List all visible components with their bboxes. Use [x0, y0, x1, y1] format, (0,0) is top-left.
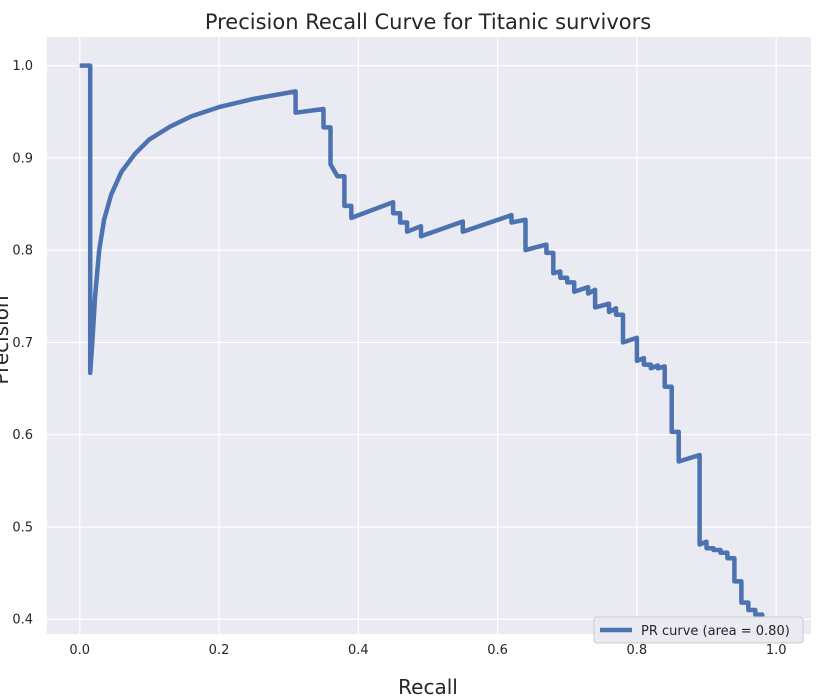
- y-tick-label: 0.7: [12, 336, 33, 351]
- y-tick-label: 0.6: [12, 428, 33, 443]
- x-tick-label: 0.2: [209, 643, 230, 658]
- legend-box: [593, 616, 804, 644]
- x-tick-label: 0.4: [348, 643, 369, 658]
- chart-title: Precision Recall Curve for Titanic survi…: [205, 10, 651, 34]
- y-axis: 0.4 0.5 0.6 0.7 0.8 0.9 1.0: [12, 59, 33, 628]
- x-tick-label: 0.8: [627, 643, 648, 658]
- plot-background: [47, 37, 811, 634]
- y-tick-label: 0.9: [12, 151, 33, 166]
- y-tick-label: 0.8: [12, 244, 33, 259]
- x-tick-label: 0.0: [69, 643, 90, 658]
- x-tick-label: 0.6: [487, 643, 508, 658]
- legend-label: PR curve (area = 0.80): [641, 624, 790, 639]
- x-axis-label: Recall: [398, 675, 458, 696]
- grid-layer: [47, 37, 811, 634]
- x-tick-label: 1.0: [766, 643, 787, 658]
- y-tick-label: 0.4: [12, 613, 33, 628]
- series-line: [79, 63, 777, 623]
- y-tick-label: 1.0: [12, 59, 33, 74]
- series-layer: [79, 63, 777, 623]
- x-axis: 0.0 0.2 0.4 0.6 0.8 1.0: [69, 643, 786, 658]
- y-tick-label: 0.5: [12, 520, 33, 535]
- legend: PR curve (area = 0.80): [593, 616, 804, 644]
- y-axis-label: Precision: [0, 295, 13, 384]
